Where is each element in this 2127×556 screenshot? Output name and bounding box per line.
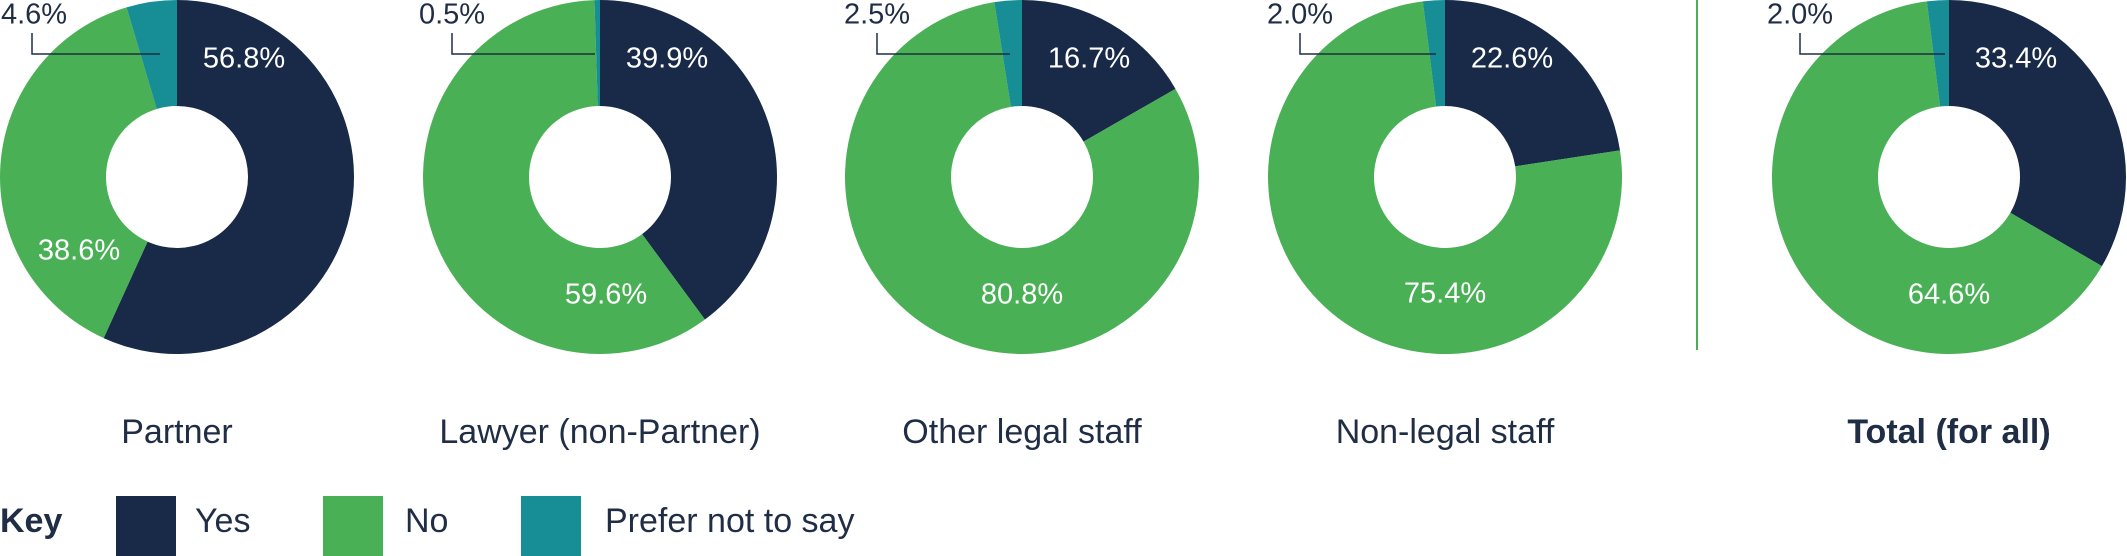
data-label-yes: 56.8%: [203, 43, 285, 75]
slice-prefer-not-to-say: [594, 0, 600, 107]
slice-yes: [600, 0, 777, 320]
data-label-no: 38.6%: [38, 235, 120, 267]
callout-leader-line: [31, 33, 160, 55]
legend-swatch: [521, 496, 581, 556]
donut-chart: 39.9% 59.6% 0.5% Lawyer (non-Partner): [419, 0, 777, 451]
donut-chart: 22.6% 75.4% 2.0% Non-legal staff: [1267, 0, 1622, 451]
data-label-prefer-not-to-say: 2.5%: [844, 0, 910, 31]
slice-yes: [103, 0, 354, 354]
callout-leader-line: [1299, 33, 1436, 55]
legend-title: Key: [0, 502, 62, 540]
donut-chart: 33.4% 64.6% 2.0% Total (for all): [1767, 0, 2126, 451]
data-label-prefer-not-to-say: 0.5%: [419, 0, 485, 31]
slice-no: [423, 0, 705, 354]
data-label-yes: 39.9%: [626, 43, 708, 75]
data-label-prefer-not-to-say: 4.6%: [1, 0, 67, 31]
data-label-no: 75.4%: [1404, 278, 1486, 310]
slice-yes: [1949, 0, 2126, 267]
data-label-yes: 33.4%: [1975, 43, 2057, 75]
data-label-no: 64.6%: [1908, 279, 1990, 311]
data-label-no: 59.6%: [565, 279, 647, 311]
callout-leader-line: [451, 33, 595, 55]
data-label-no: 80.8%: [981, 279, 1063, 311]
data-label-yes: 22.6%: [1471, 43, 1553, 75]
callout-leader-line: [1799, 33, 1945, 55]
data-label-prefer-not-to-say: 2.0%: [1767, 0, 1833, 31]
legend-label: No: [405, 502, 448, 540]
data-label-prefer-not-to-say: 2.0%: [1267, 0, 1333, 31]
chart-title: Lawyer (non-Partner): [439, 413, 760, 451]
legend-swatch: [323, 496, 383, 556]
chart-title: Non-legal staff: [1336, 413, 1555, 451]
slice-yes: [1022, 0, 1176, 142]
legend-label: Prefer not to say: [605, 502, 854, 540]
chart-title: Other legal staff: [902, 413, 1142, 451]
slice-no: [845, 2, 1199, 354]
chart-title: Partner: [121, 413, 233, 451]
legend-swatch: [116, 496, 176, 556]
callout-leader-line: [876, 33, 1010, 55]
slice-no: [0, 7, 157, 339]
legend-label: Yes: [195, 502, 250, 540]
slice-yes: [1445, 0, 1620, 167]
data-label-yes: 16.7%: [1048, 43, 1130, 75]
slice-no: [1771, 1, 2102, 355]
donut-chart: 56.8% 38.6% 4.6% Partner: [0, 0, 354, 451]
legend: Key Yes No Prefer not to say: [0, 496, 854, 556]
chart-title: Total (for all): [1847, 413, 2050, 451]
slice-no: [1267, 1, 1622, 354]
donut-chart: 16.7% 80.8% 2.5% Other legal staff: [844, 0, 1199, 451]
charts-layer: 56.8% 38.6% 4.6% Partner 39.9% 59.6% 0.5% Lawye…: [0, 0, 2126, 451]
